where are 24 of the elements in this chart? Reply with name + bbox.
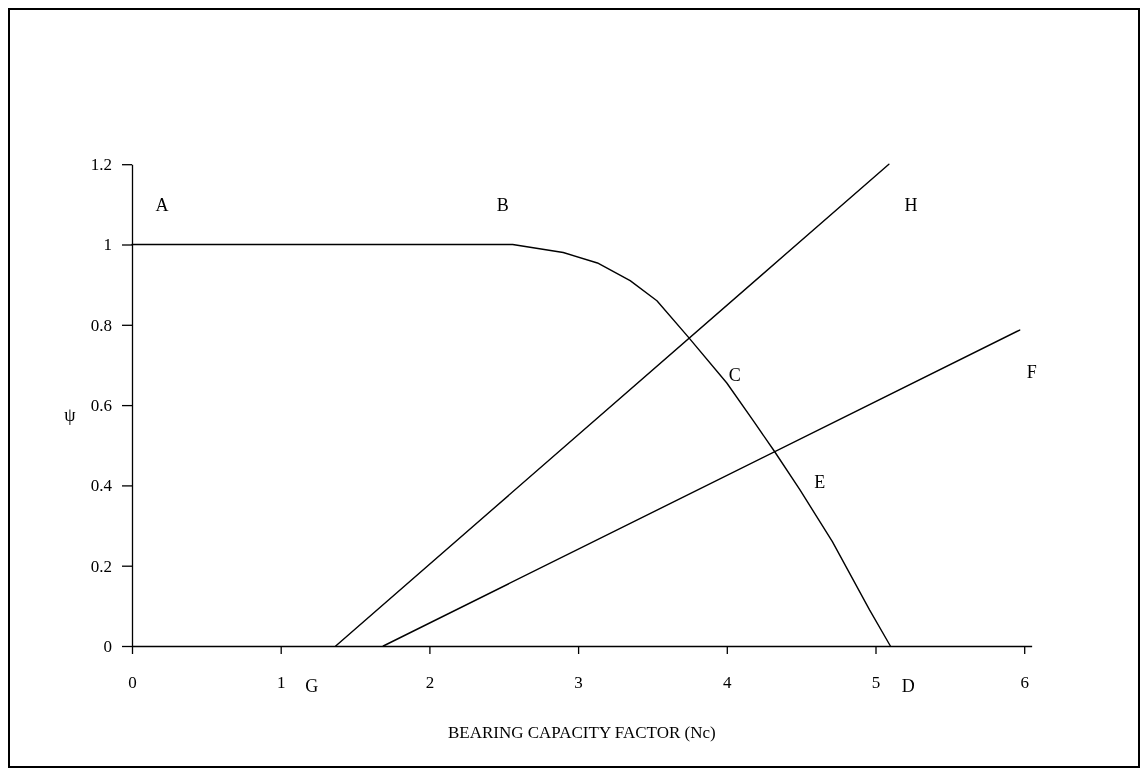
annotation: A [155,194,169,215]
annotation: B [496,194,509,215]
y-tick-label: 0 [103,636,112,656]
y-tick-label: 0.2 [90,556,112,576]
annotation: E [814,471,826,492]
x-tick-label: 3 [574,673,583,693]
x-tick-label: 2 [425,673,435,693]
annotation: H [904,194,918,215]
x-axis-title: BEARING CAPACITY FACTOR (Nc) [447,723,716,742]
x-tick-label: 1 [276,673,286,693]
annotation: G [305,676,319,697]
x-tick-label: 4 [723,673,733,693]
annotation: D [901,676,915,697]
x-tick-label: 5 [871,673,881,693]
annotation: F [1026,362,1037,383]
y-tick-label: 0.8 [90,315,112,335]
x-tick-label: 6 [1020,673,1029,693]
y-tick-label: 0.4 [90,476,113,496]
y-tick-label: 0.6 [90,396,112,416]
y-tick-label: 1.2 [90,155,112,175]
y-axis-title: ψ [64,405,77,426]
y-tick-label: 1 [103,235,112,255]
annotation: C [728,365,741,386]
x-tick-label: 0 [128,673,137,693]
